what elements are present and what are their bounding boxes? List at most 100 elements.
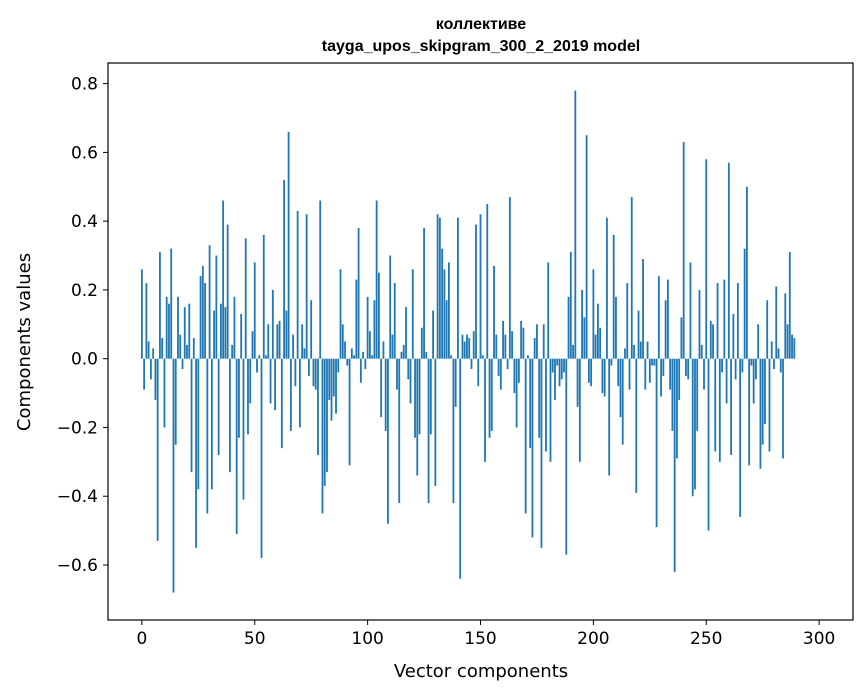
bar (409, 358, 412, 404)
bar (305, 214, 308, 359)
bar (416, 358, 419, 476)
bar (793, 338, 796, 359)
bar (651, 358, 653, 366)
bar (549, 358, 552, 462)
bar (554, 358, 556, 400)
bar (626, 283, 629, 359)
bar (326, 358, 328, 473)
y-tick-label: 0.6 (71, 143, 98, 163)
x-tick-label: 100 (351, 629, 383, 649)
bar (556, 358, 559, 366)
bar (405, 307, 407, 359)
bar (224, 307, 227, 359)
bar (712, 324, 714, 359)
bar (784, 293, 787, 359)
bar (757, 324, 760, 359)
bar (791, 334, 793, 359)
bar (558, 358, 561, 387)
bar (206, 358, 209, 514)
bar (443, 269, 446, 359)
bar (685, 358, 687, 376)
bar (140, 269, 143, 359)
bar (447, 262, 450, 359)
bar (615, 296, 617, 359)
bar (420, 327, 423, 359)
bar (339, 269, 342, 359)
bar (694, 358, 696, 490)
bar (761, 358, 764, 445)
bar (156, 358, 159, 541)
bar (497, 358, 500, 376)
x-tick-label: 200 (577, 629, 609, 649)
bar (436, 214, 439, 359)
bar (522, 327, 525, 359)
bar (766, 300, 769, 359)
x-tick-label: 0 (136, 629, 147, 649)
bar (375, 200, 378, 359)
bar (418, 358, 421, 435)
bar (752, 358, 755, 404)
bar (174, 358, 177, 445)
bar (642, 258, 644, 359)
bar (222, 200, 225, 359)
bar (723, 279, 726, 359)
y-axis-ticks: −0.6 −0.4 −0.2 0.0 0.2 0.4 0.6 0.8 (57, 75, 108, 576)
bar (768, 358, 771, 452)
bar (612, 234, 615, 359)
bar (527, 355, 529, 359)
bar (574, 90, 577, 359)
bar (621, 358, 624, 445)
bar (750, 358, 753, 366)
bar (147, 341, 150, 359)
bar (743, 248, 746, 359)
bar (233, 296, 236, 359)
bar (337, 358, 340, 373)
bar (601, 358, 604, 394)
bar (700, 344, 703, 359)
bar (441, 248, 444, 359)
bar (470, 358, 473, 369)
bar (745, 186, 748, 359)
bar (323, 358, 326, 486)
bar (481, 355, 484, 359)
bar (486, 203, 489, 359)
y-tick-label: −0.6 (57, 556, 98, 576)
y-tick-label: 0.2 (71, 281, 98, 301)
bar (596, 303, 599, 359)
plot-frame (107, 62, 854, 621)
bar (298, 358, 301, 428)
bar (770, 341, 773, 359)
bar (247, 358, 249, 435)
bar (204, 283, 206, 359)
bar (581, 289, 583, 359)
bar (249, 358, 252, 404)
bar (219, 303, 222, 359)
bar (585, 135, 588, 359)
bar (312, 358, 315, 387)
bar (759, 358, 762, 469)
bar (587, 358, 590, 383)
bar (319, 200, 322, 359)
bar (332, 358, 335, 397)
bar (346, 358, 349, 366)
bar (506, 358, 509, 369)
bar (493, 265, 495, 359)
bar (400, 351, 403, 359)
bar (402, 344, 405, 359)
bar (495, 334, 498, 359)
bar (725, 358, 728, 404)
bar (782, 358, 784, 459)
bar (504, 334, 507, 359)
bar (563, 358, 565, 373)
bar (143, 358, 146, 390)
bar (488, 358, 491, 438)
bar (165, 296, 168, 359)
bar (691, 358, 694, 497)
bar (628, 358, 631, 390)
bar (529, 358, 532, 449)
bar (515, 358, 518, 428)
bar (475, 224, 477, 359)
x-tick-label: 50 (244, 629, 266, 649)
bar (671, 358, 674, 431)
